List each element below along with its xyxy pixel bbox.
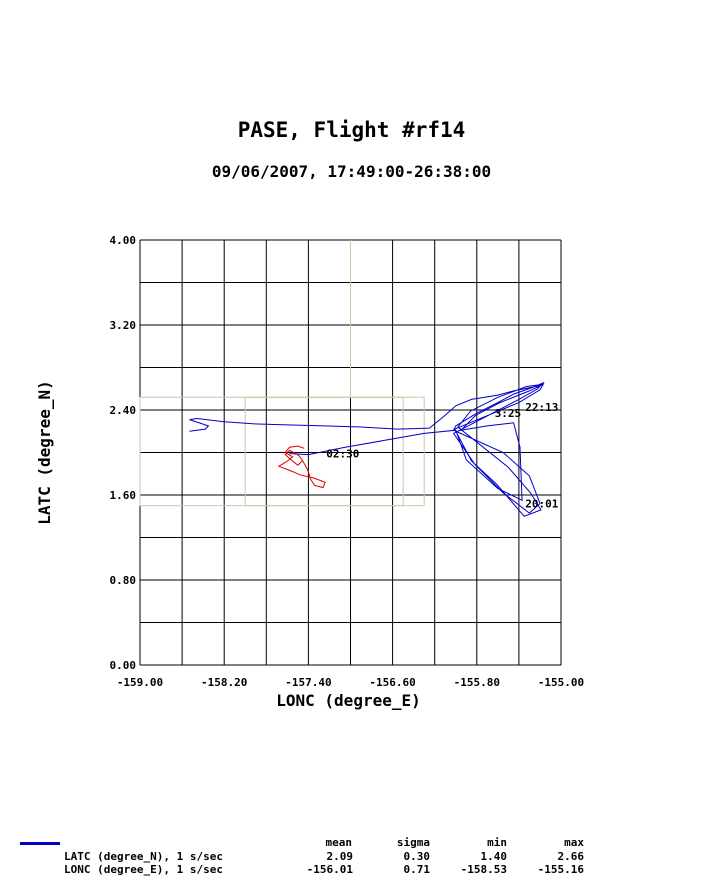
- header-max: max: [564, 836, 584, 849]
- time-label: 22:13: [525, 401, 558, 414]
- stats-mean: -156.01: [306, 863, 353, 876]
- y-tick-label: 3.20: [110, 319, 137, 332]
- stats-mean: 2.09: [326, 850, 354, 863]
- y-axis-label: LATC (degree_N): [35, 380, 54, 525]
- stats-row-latc: LATC (degree_N), 1 s/sec 2.09 0.30 1.40 …: [0, 850, 703, 863]
- y-tick-label: 0.00: [110, 659, 137, 672]
- stats-row-label: LATC (degree_N), 1 s/sec: [64, 850, 223, 863]
- stats-max: -155.16: [537, 863, 584, 876]
- x-tick-label: -156.60: [369, 676, 415, 689]
- header-mean: mean: [325, 836, 353, 849]
- y-tick-label: 4.00: [110, 234, 137, 247]
- time-label: 3:25: [495, 407, 522, 420]
- stats-max: 2.66: [557, 850, 585, 863]
- stats-row-lonc: LONC (degree_E), 1 s/sec -156.01 0.71 -1…: [0, 863, 703, 876]
- y-tick-label: 2.40: [110, 404, 137, 417]
- stats-min: 1.40: [480, 850, 508, 863]
- flight-track-line: [189, 381, 545, 517]
- x-tick-label: -157.40: [285, 676, 331, 689]
- chart-subtitle: 09/06/2007, 17:49:00-26:38:00: [211, 162, 492, 181]
- flight-track-plot: 22:133:25 20:01 02:30 -159.00 -158.20 -157.40…: [35, 234, 584, 710]
- stats-sigma: 0.71: [403, 863, 431, 876]
- header-min: min: [487, 836, 507, 849]
- x-tick-label: -158.20: [201, 676, 247, 689]
- stats-min: -158.53: [460, 863, 507, 876]
- flight-track-highlight-line: [277, 445, 326, 489]
- stats-row-label: LONC (degree_E), 1 s/sec: [64, 863, 223, 876]
- chart-title: PASE, Flight #rf14: [237, 118, 466, 142]
- time-label: 20:01: [525, 498, 558, 511]
- stats-sigma: 0.30: [403, 850, 431, 863]
- x-axis-label: LONC (degree_E): [276, 691, 421, 710]
- statistics-table: mean sigma min max LATC (degree_N), 1 s/…: [0, 836, 703, 880]
- x-tick-label: -155.80: [454, 676, 500, 689]
- y-tick-label: 1.60: [110, 489, 137, 502]
- x-tick-label: -155.00: [538, 676, 584, 689]
- legend-line-latc: [20, 842, 60, 845]
- header-sigma: sigma: [396, 836, 430, 849]
- time-label: 02:30: [326, 448, 359, 461]
- map-region-box: [139, 396, 425, 507]
- y-tick-label: 0.80: [110, 574, 137, 587]
- x-tick-label: -159.00: [117, 676, 163, 689]
